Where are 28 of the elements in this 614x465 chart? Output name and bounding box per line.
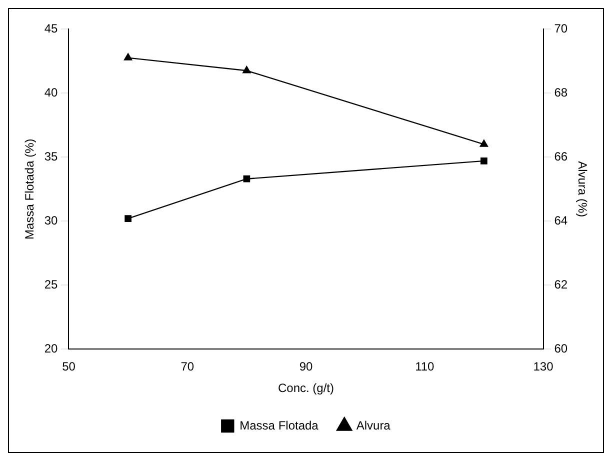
y-tick-label: 30 — [44, 213, 58, 228]
point — [480, 140, 488, 147]
x-tick-label: 130 — [533, 360, 554, 374]
y2-tick-label: 62 — [554, 277, 568, 292]
x-axis-title: Conc. (g/t) — [278, 381, 334, 396]
y-tick-label: 35 — [44, 149, 58, 164]
y2-tick-label: 68 — [554, 85, 568, 100]
x-tick-label: 70 — [180, 360, 194, 374]
y-tick-label: 20 — [44, 342, 58, 356]
y-tick-label: 40 — [44, 85, 58, 100]
point — [243, 175, 250, 182]
x-tick-label: 50 — [62, 360, 76, 374]
y2-tick-label: 60 — [554, 342, 568, 356]
y-axis-title: Massa Flotada (%) — [22, 138, 37, 240]
y2-axis-title: Alvura (%) — [575, 161, 590, 218]
x-tick-label: 90 — [299, 360, 313, 374]
y-tick-label: 45 — [44, 21, 58, 36]
y2-tick-label: 64 — [554, 213, 568, 228]
point — [124, 215, 132, 222]
y2-tick-label: 66 — [554, 149, 568, 164]
legend-label: Alvura — [356, 418, 391, 432]
point — [480, 157, 488, 164]
point — [242, 66, 251, 74]
point — [124, 53, 132, 60]
y2-tick-label: 70 — [554, 21, 568, 36]
legend-label: Massa Flotada — [240, 418, 319, 432]
x-tick-label: 110 — [415, 360, 435, 374]
y-tick-label: 25 — [44, 277, 58, 292]
